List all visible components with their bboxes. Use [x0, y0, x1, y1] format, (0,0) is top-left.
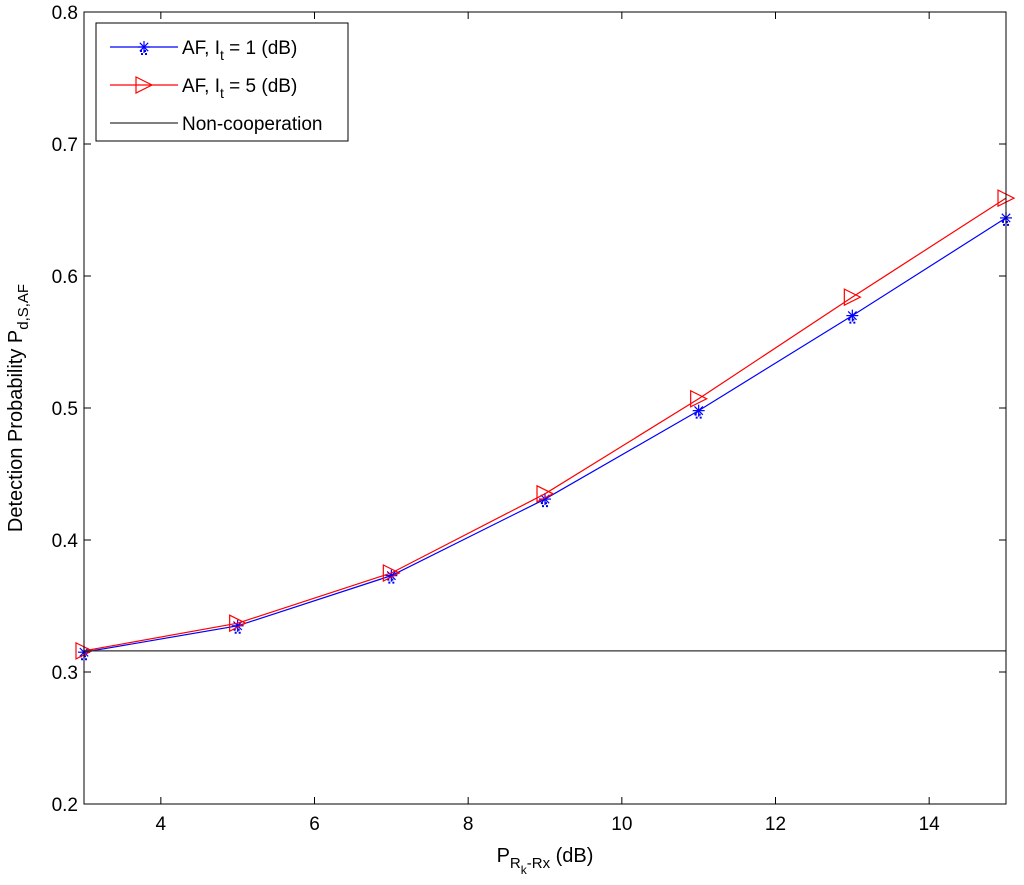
legend-label-1: AF, It = 5 (dB)	[182, 76, 297, 101]
legend-label-2: Non-cooperation	[182, 114, 322, 135]
x-tick-label-0: 4	[156, 814, 167, 835]
legend-item-2: Non-cooperation	[110, 114, 322, 135]
x-tick-label-2: 8	[463, 814, 474, 835]
series-0-point-4	[692, 404, 705, 419]
legend-label-0: AF, It = 1 (dB)	[182, 38, 297, 63]
y-axis-label: Detection Probability Pd,S,AF	[5, 284, 32, 532]
y-tick-label-5: 0.7	[52, 135, 78, 156]
series-1-point-5	[843, 288, 862, 307]
y-tick-label-0: 0.2	[52, 795, 78, 816]
y-tick-label-1: 0.3	[52, 663, 78, 684]
y-tick-label-3: 0.5	[52, 399, 78, 420]
y-tick-label-2: 0.4	[52, 531, 79, 552]
series-1-point-4	[690, 389, 709, 408]
series-0-point-2	[385, 569, 398, 584]
legend: AF, It = 1 (dB) AF, It = 5 (dB) Non-cooper…	[95, 22, 349, 142]
y-tick-label-6: 0.8	[52, 3, 78, 24]
y-tick-label-4: 0.6	[52, 267, 78, 288]
legend-box	[95, 22, 349, 142]
series-1-point-2	[382, 564, 401, 582]
ticks-layer: 4 6 8 10 12 14 0.2 0.3 0.4 0.5 0.6 0.7 0.8	[52, 3, 1006, 835]
legend-item-1: AF, It = 5 (dB)	[110, 76, 297, 101]
x-tick-label-5: 14	[919, 814, 941, 835]
x-tick-label-1: 6	[309, 814, 320, 835]
series-1-point-3	[536, 484, 555, 503]
series-1-line	[83, 197, 1007, 652]
series-layer	[75, 189, 1016, 661]
series-1-point-1	[229, 614, 248, 633]
legend-marker-0	[138, 41, 150, 55]
legend-item-0: AF, It = 1 (dB)	[110, 38, 297, 63]
series-0-point-5	[846, 309, 859, 324]
legend-marker-1	[135, 76, 154, 94]
x-tick-label-3: 10	[611, 814, 632, 835]
x-tick-label-4: 12	[765, 814, 786, 835]
plot-area	[84, 12, 1006, 804]
x-axis-label: PRk-Rx (dB)	[497, 845, 594, 877]
